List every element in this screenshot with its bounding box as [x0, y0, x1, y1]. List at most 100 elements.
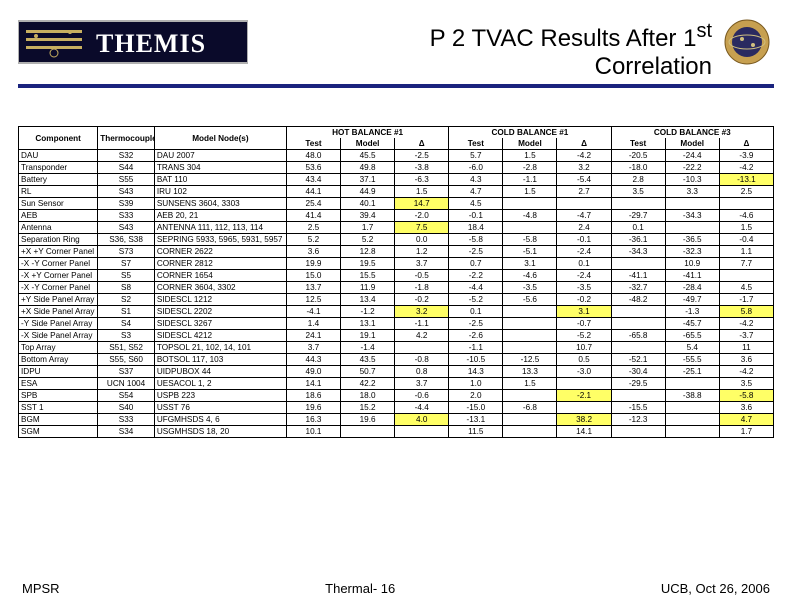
cell-thermocouple: S40: [98, 402, 155, 414]
cell-value: 3.7: [286, 342, 340, 354]
cell-value: 3.2: [557, 162, 611, 174]
table-row: BGMS33UFGMHSDS 4, 616.319.64.0-13.138.2-…: [19, 414, 774, 426]
cell-value: -2.5: [449, 246, 503, 258]
table-row: Sun SensorS39SUNSENS 3604, 330325.440.11…: [19, 198, 774, 210]
cell-value: -3.7: [719, 330, 773, 342]
cell-thermocouple: S7: [98, 258, 155, 270]
cell-value: [503, 318, 557, 330]
cell-value: 24.1: [286, 330, 340, 342]
cell-value: -1.4: [341, 342, 395, 354]
cell-value: 18.6: [286, 390, 340, 402]
cell-value: 1.0: [449, 378, 503, 390]
cell-value: 1.5: [503, 378, 557, 390]
cell-value: 15.5: [341, 270, 395, 282]
cell-value: -1.2: [341, 306, 395, 318]
cell-value: -13.1: [449, 414, 503, 426]
cell-value: -6.8: [503, 402, 557, 414]
cell-value: 3.5: [611, 186, 665, 198]
cell-value: -0.4: [719, 234, 773, 246]
cell-value: 14.7: [395, 198, 449, 210]
cell-value: -0.7: [557, 318, 611, 330]
cell-model-nodes: TOPSOL 21, 102, 14, 101: [154, 342, 286, 354]
cell-model-nodes: BAT 110: [154, 174, 286, 186]
cell-model-nodes: SIDESCL 2202: [154, 306, 286, 318]
cell-value: -34.3: [665, 210, 719, 222]
cell-model-nodes: SIDESCL 4212: [154, 330, 286, 342]
cell-model-nodes: SIDESCL 3267: [154, 318, 286, 330]
col-group-cold3: COLD BALANCE #3: [611, 127, 773, 139]
cell-value: -48.2: [611, 294, 665, 306]
col-delta: Δ: [557, 138, 611, 150]
cell-component: Top Array: [19, 342, 98, 354]
cell-component: RL: [19, 186, 98, 198]
cell-value: 0.5: [557, 354, 611, 366]
cell-value: 18.0: [341, 390, 395, 402]
cell-value: [503, 414, 557, 426]
cell-value: -4.2: [719, 162, 773, 174]
col-model: Model: [665, 138, 719, 150]
table-row: DAUS32DAU 200748.045.5-2.55.71.5-4.2-20.…: [19, 150, 774, 162]
cell-component: -X -Y Corner Panel: [19, 258, 98, 270]
cell-value: [503, 426, 557, 438]
cell-thermocouple: S43: [98, 222, 155, 234]
cell-value: -2.5: [395, 150, 449, 162]
cell-value: -3.5: [557, 282, 611, 294]
cell-value: [557, 198, 611, 210]
col-model-nodes: Model Node(s): [154, 127, 286, 150]
cell-value: -3.9: [719, 150, 773, 162]
cell-value: [665, 414, 719, 426]
cell-value: -24.4: [665, 150, 719, 162]
cell-value: -30.4: [611, 366, 665, 378]
cell-value: -22.2: [665, 162, 719, 174]
header-rule: [18, 84, 774, 88]
cell-thermocouple: S34: [98, 426, 155, 438]
cell-value: 38.2: [557, 414, 611, 426]
cell-value: -5.2: [557, 330, 611, 342]
cell-value: 50.7: [341, 366, 395, 378]
cell-value: 19.1: [341, 330, 395, 342]
cell-value: 12.5: [286, 294, 340, 306]
cell-value: 5.7: [449, 150, 503, 162]
cell-value: [665, 222, 719, 234]
footer-center: Thermal- 16: [325, 581, 395, 596]
col-component: Component: [19, 127, 98, 150]
cell-value: [341, 426, 395, 438]
col-model: Model: [503, 138, 557, 150]
cell-component: SGM: [19, 426, 98, 438]
cell-value: 40.1: [341, 198, 395, 210]
cell-component: -X -Y Corner Panel: [19, 282, 98, 294]
cell-value: -1.1: [395, 318, 449, 330]
col-delta: Δ: [719, 138, 773, 150]
cell-value: -34.3: [611, 246, 665, 258]
cell-value: -12.3: [611, 414, 665, 426]
cell-component: Separation Ring: [19, 234, 98, 246]
cell-value: 10.1: [286, 426, 340, 438]
cell-value: -18.0: [611, 162, 665, 174]
cell-value: 4.2: [395, 330, 449, 342]
cell-thermocouple: S51, S52: [98, 342, 155, 354]
cell-value: 3.3: [665, 186, 719, 198]
cell-value: -0.6: [395, 390, 449, 402]
cell-model-nodes: USGMHSDS 18, 20: [154, 426, 286, 438]
cell-thermocouple: S43: [98, 186, 155, 198]
table-row: Top ArrayS51, S52TOPSOL 21, 102, 14, 101…: [19, 342, 774, 354]
cell-value: -65.5: [665, 330, 719, 342]
cell-value: 49.8: [341, 162, 395, 174]
col-delta: Δ: [395, 138, 449, 150]
cell-value: 7.7: [719, 258, 773, 270]
cell-value: -20.5: [611, 150, 665, 162]
table-row: +X +Y Corner PanelS73CORNER 26223.612.81…: [19, 246, 774, 258]
cell-value: -13.1: [719, 174, 773, 186]
cell-value: 1.4: [286, 318, 340, 330]
cell-model-nodes: CORNER 1654: [154, 270, 286, 282]
cell-value: [665, 402, 719, 414]
cell-model-nodes: USST 76: [154, 402, 286, 414]
cell-value: [395, 342, 449, 354]
cell-value: 5.8: [719, 306, 773, 318]
cell-value: -10.3: [665, 174, 719, 186]
cell-value: [611, 318, 665, 330]
table-row: BatteryS55BAT 11043.437.1-6.34.3-1.1-5.4…: [19, 174, 774, 186]
cell-model-nodes: UESACOL 1, 2: [154, 378, 286, 390]
cell-component: +X Side Panel Array: [19, 306, 98, 318]
cell-value: -2.4: [557, 246, 611, 258]
